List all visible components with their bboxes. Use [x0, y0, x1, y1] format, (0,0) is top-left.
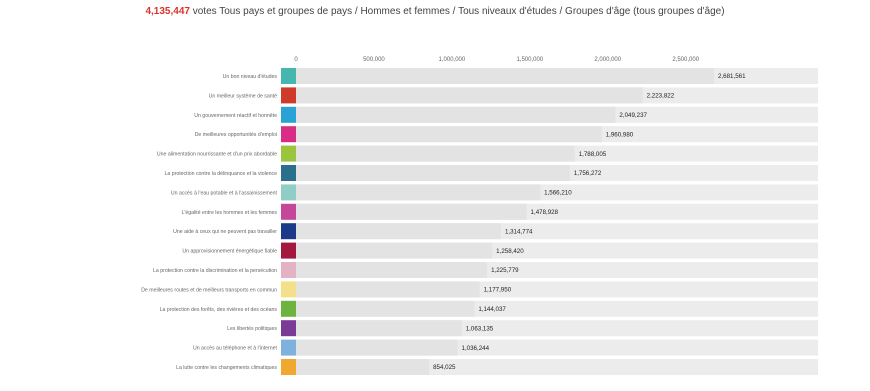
category-color-swatch — [281, 87, 296, 104]
category-label: Une aide à ceux qui ne peuvent pas trava… — [173, 229, 277, 235]
category-color-swatch — [281, 320, 296, 337]
x-tick-label: 2,000,000 — [594, 57, 621, 63]
category-color-swatch — [281, 184, 296, 201]
bar[interactable] — [296, 145, 575, 162]
value-label: 1,960,980 — [606, 131, 634, 138]
bar[interactable] — [296, 359, 430, 375]
category-color-swatch — [281, 223, 296, 240]
category-label: Un bon niveau d'études — [223, 74, 278, 80]
value-label: 2,049,237 — [619, 112, 647, 119]
value-label: 1,063,135 — [466, 325, 494, 332]
category-label: L'égalité entre les hommes et les femmes — [181, 210, 277, 216]
category-color-swatch — [281, 359, 296, 375]
category-color-swatch — [281, 339, 296, 356]
category-label: La lutte contre les changements climatiq… — [176, 365, 277, 371]
category-color-swatch — [281, 165, 296, 181]
category-label: Un accès au téléphone et à l'internet — [193, 346, 278, 352]
category-color-swatch — [281, 281, 296, 298]
value-label: 854,025 — [433, 364, 456, 371]
category-label: Un approvisionnement énergétique fiable — [182, 249, 277, 255]
bar[interactable] — [296, 320, 462, 337]
value-label: 2,681,561 — [718, 73, 746, 80]
value-label: 1,788,005 — [579, 151, 607, 158]
category-label: Un accès à l'eau potable et à l'assainis… — [171, 190, 278, 196]
category-color-swatch — [281, 242, 296, 259]
value-label: 1,566,210 — [544, 190, 572, 197]
category-label: De meilleures opportunités d'emploi — [195, 132, 277, 138]
category-color-swatch — [281, 68, 296, 84]
category-label: Un meilleur système de santé — [209, 93, 277, 99]
value-label: 1,478,928 — [531, 209, 559, 216]
value-label: 1,756,272 — [574, 170, 602, 177]
category-label: La protection des forêts, des rivières e… — [160, 307, 278, 313]
bar[interactable] — [296, 106, 616, 123]
value-label: 1,177,950 — [484, 287, 512, 294]
bar[interactable] — [296, 339, 458, 356]
value-label: 1,225,779 — [491, 267, 519, 274]
x-tick-label: 1,500,000 — [516, 57, 543, 63]
x-tick-label: 2,500,000 — [672, 57, 699, 63]
category-color-swatch — [281, 203, 296, 220]
category-color-swatch — [281, 126, 296, 143]
bar[interactable] — [296, 87, 643, 104]
category-color-swatch — [281, 106, 296, 123]
category-label: De meilleures routes et de meilleurs tra… — [141, 287, 277, 293]
bar[interactable] — [296, 223, 501, 240]
category-color-swatch — [281, 145, 296, 162]
value-label: 1,258,420 — [496, 248, 524, 255]
bar[interactable] — [296, 281, 480, 298]
chart-title: votes Tous pays et groupes de pays / Hom… — [192, 6, 725, 17]
bar[interactable] — [296, 203, 527, 220]
bar[interactable] — [296, 184, 541, 201]
bar[interactable] — [296, 262, 488, 278]
bar[interactable] — [296, 300, 475, 317]
x-tick-label: 0 — [294, 57, 298, 63]
value-label: 1,314,774 — [505, 228, 533, 235]
category-color-swatch — [281, 262, 296, 278]
chart-header: 4,135,447 votes Tous pays et groupes de … — [0, 6, 870, 17]
category-label: Un gouvernement réactif et honnête — [194, 113, 277, 119]
category-color-swatch — [281, 300, 296, 317]
votes-count: 4,135,447 — [145, 6, 190, 17]
value-label: 1,036,244 — [462, 345, 490, 352]
category-label: La protection contre la délinquance et l… — [165, 171, 278, 177]
value-label: 1,144,037 — [478, 306, 506, 313]
x-tick-label: 500,000 — [363, 57, 385, 63]
value-label: 2,223,822 — [647, 93, 675, 100]
x-tick-label: 1,000,000 — [439, 57, 466, 63]
category-label: Une alimentation nourrissante et d'un pr… — [157, 152, 277, 158]
bar[interactable] — [296, 165, 570, 181]
bar[interactable] — [296, 126, 602, 143]
bar[interactable] — [296, 68, 714, 84]
bar[interactable] — [296, 242, 493, 259]
category-label: Les libertés politiques — [227, 326, 277, 332]
category-label: La protection contre la discrimination e… — [153, 268, 277, 274]
